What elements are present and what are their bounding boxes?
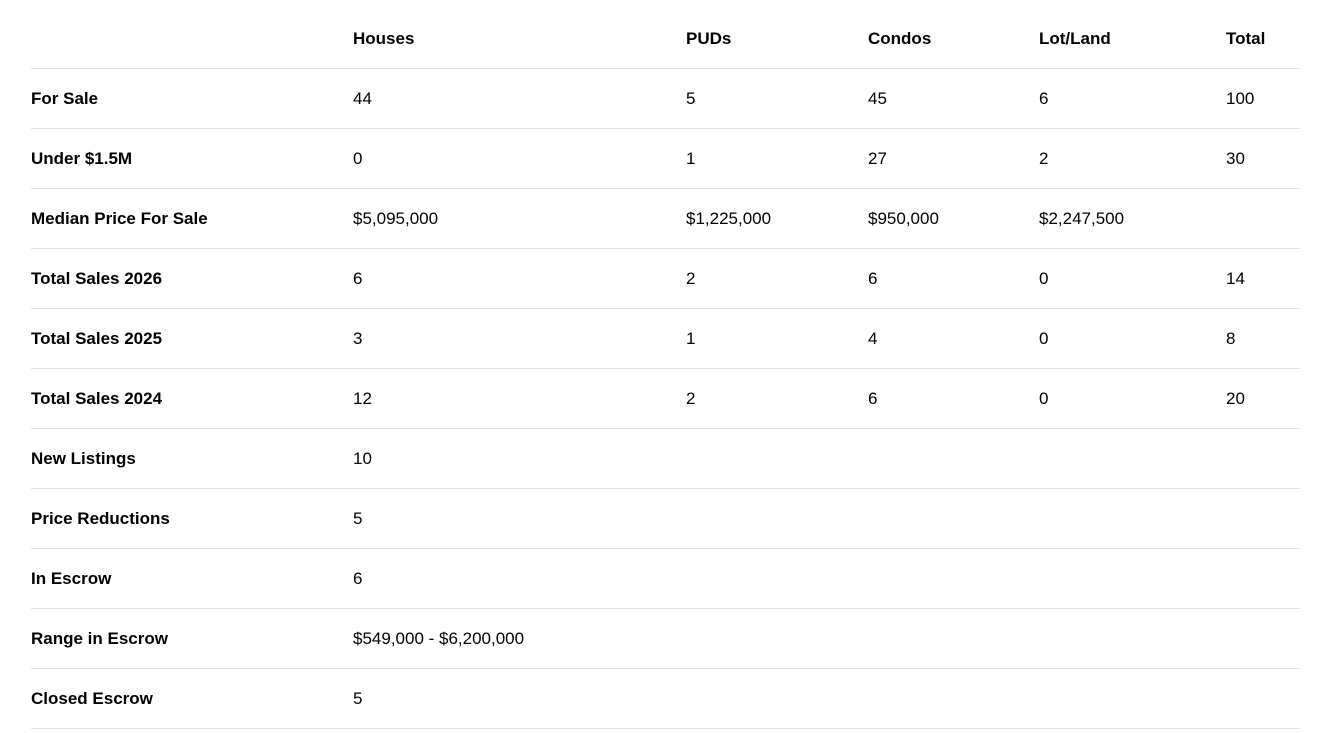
cell-lot-land: $2,247,500 (1039, 188, 1226, 249)
cell-puds: 2 (686, 368, 868, 429)
cell-condos (868, 428, 1039, 489)
cell-houses: 12 (353, 368, 686, 429)
cell-puds (686, 608, 868, 669)
column-header-row-label (31, 9, 353, 69)
table-row: Median Price For Sale $5,095,000 $1,225,00… (31, 188, 1300, 249)
table-row: In Escrow 6 (31, 548, 1300, 609)
row-label: Total Sales 2026 (31, 248, 353, 309)
cell-condos (868, 548, 1039, 609)
column-header-lot-land: Lot/Land (1039, 9, 1226, 69)
cell-puds (686, 428, 868, 489)
cell-puds (686, 668, 868, 729)
cell-lot-land: 0 (1039, 248, 1226, 309)
row-label: Total Sales 2024 (31, 368, 353, 429)
table-row: Closed Escrow 5 (31, 668, 1300, 729)
column-header-puds: PUDs (686, 9, 868, 69)
cell-houses: 3 (353, 308, 686, 369)
cell-lot-land (1039, 428, 1226, 489)
cell-houses: 0 (353, 128, 686, 189)
cell-condos: 6 (868, 248, 1039, 309)
cell-lot-land: 6 (1039, 68, 1226, 129)
row-label: Under $1.5M (31, 128, 353, 189)
cell-houses: 44 (353, 68, 686, 129)
row-label: Closed Escrow (31, 668, 353, 729)
cell-total (1226, 428, 1300, 489)
table-row: Total Sales 2025 3 1 4 0 8 (31, 308, 1300, 369)
header-row: Houses PUDs Condos Lot/Land Total (31, 9, 1300, 69)
cell-condos: 27 (868, 128, 1039, 189)
column-header-condos: Condos (868, 9, 1039, 69)
cell-total: 8 (1226, 308, 1300, 369)
row-label: For Sale (31, 68, 353, 129)
cell-houses: $549,000 - $6,200,000 (353, 608, 686, 669)
table-row: For Sale 44 5 45 6 100 (31, 68, 1300, 129)
cell-lot-land (1039, 668, 1226, 729)
row-label: In Escrow (31, 548, 353, 609)
cell-lot-land: 0 (1039, 308, 1226, 369)
table-row: Total Sales 2026 6 2 6 0 14 (31, 248, 1300, 309)
cell-puds: 2 (686, 248, 868, 309)
cell-lot-land: 0 (1039, 368, 1226, 429)
cell-condos: 45 (868, 68, 1039, 129)
cell-total (1226, 668, 1300, 729)
cell-total: 30 (1226, 128, 1300, 189)
cell-condos: 6 (868, 368, 1039, 429)
table-row: Range in Escrow $549,000 - $6,200,000 (31, 608, 1300, 669)
column-header-total: Total (1226, 9, 1300, 69)
table-row: Under $1.5M 0 1 27 2 30 (31, 128, 1300, 189)
row-label: New Listings (31, 428, 353, 489)
cell-houses: 6 (353, 248, 686, 309)
table-row: Total Sales 2024 12 2 6 0 20 (31, 368, 1300, 429)
cell-puds: 1 (686, 308, 868, 369)
table-row: Price Reductions 5 (31, 488, 1300, 549)
cell-total: 20 (1226, 368, 1300, 429)
table-row: New Listings 10 (31, 428, 1300, 489)
cell-condos (868, 608, 1039, 669)
cell-total (1226, 548, 1300, 609)
cell-puds: 5 (686, 68, 868, 129)
cell-condos: 4 (868, 308, 1039, 369)
cell-lot-land (1039, 488, 1226, 549)
row-label: Range in Escrow (31, 608, 353, 669)
cell-condos: $950,000 (868, 188, 1039, 249)
cell-puds: 1 (686, 128, 868, 189)
cell-puds (686, 548, 868, 609)
cell-total (1226, 188, 1300, 249)
cell-total (1226, 488, 1300, 549)
cell-total (1226, 608, 1300, 669)
cell-total: 14 (1226, 248, 1300, 309)
row-label: Median Price For Sale (31, 188, 353, 249)
column-header-houses: Houses (353, 9, 686, 69)
cell-lot-land (1039, 608, 1226, 669)
cell-puds (686, 488, 868, 549)
market-stats-table: Houses PUDs Condos Lot/Land Total For Sale 44… (31, 9, 1300, 729)
cell-houses: 6 (353, 548, 686, 609)
cell-houses: 5 (353, 668, 686, 729)
cell-lot-land (1039, 548, 1226, 609)
cell-houses: $5,095,000 (353, 188, 686, 249)
cell-condos (868, 668, 1039, 729)
cell-houses: 5 (353, 488, 686, 549)
row-label: Price Reductions (31, 488, 353, 549)
cell-houses: 10 (353, 428, 686, 489)
row-label: Total Sales 2025 (31, 308, 353, 369)
cell-total: 100 (1226, 68, 1300, 129)
cell-puds: $1,225,000 (686, 188, 868, 249)
cell-lot-land: 2 (1039, 128, 1226, 189)
cell-condos (868, 488, 1039, 549)
